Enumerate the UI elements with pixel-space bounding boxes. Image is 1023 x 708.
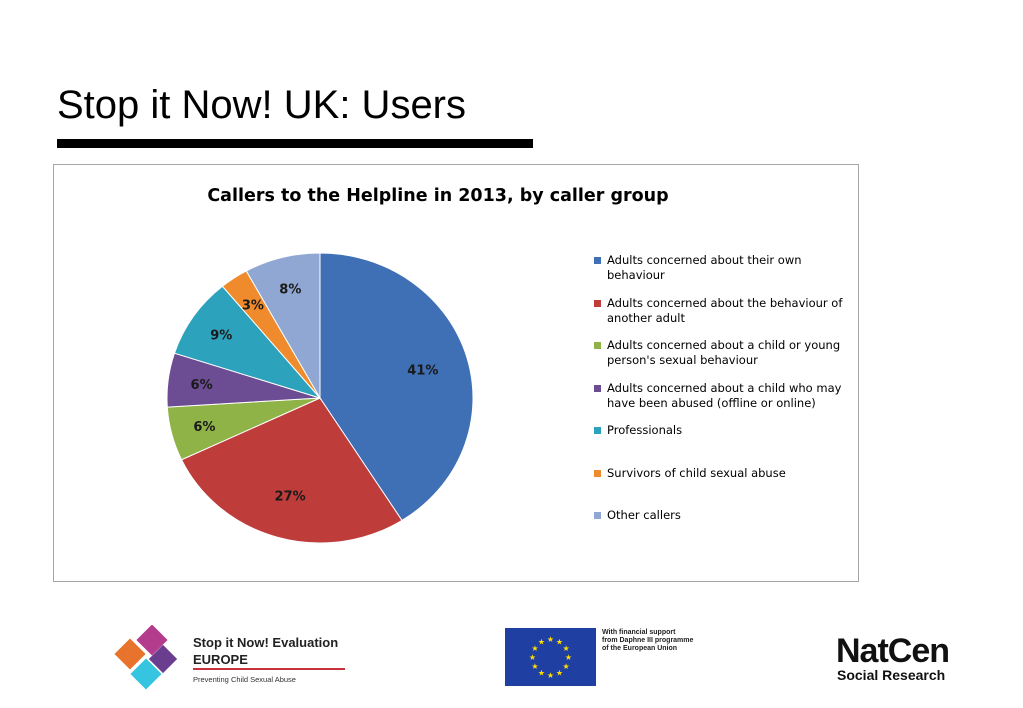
legend-label-line: Adults concerned about their own [607, 253, 802, 267]
legend-label: Adults concerned about the behaviour of a… [607, 296, 852, 326]
evaluation-logo-title: Stop it Now! Evaluation [193, 635, 339, 650]
pie-data-label: 41% [407, 364, 438, 379]
eu-star-icon: ★ [563, 662, 570, 671]
slide-title: Stop it Now! UK: Users [57, 83, 467, 127]
pie-slice [180, 397, 403, 544]
eu-star-icon: ★ [529, 653, 536, 662]
eu-funding-text: With financial support from Daphne III p… [602, 629, 712, 653]
pie-chart-svg: Callers to the Helpline in 2013, by call… [166, 186, 669, 544]
title-underline [57, 139, 533, 148]
legend-label-line: behaviour [607, 268, 665, 282]
stop-it-now-evaluation-logo: Stop it Now! Evaluation EUROPE Preventin… [113, 625, 373, 690]
eu-star-icon: ★ [531, 662, 538, 671]
legend-label: Other callers [607, 508, 852, 523]
pie-data-label: 27% [275, 489, 306, 504]
legend-swatch [594, 342, 601, 349]
eu-funding-logo: ★ ★ ★ ★ ★ ★ ★ ★ ★ ★ ★ ★ With financial support from… [505, 628, 705, 686]
pie-data-label: 8% [279, 282, 301, 297]
legend-label: Adults concerned about their own behaviou… [607, 253, 852, 283]
eu-funding-line: With financial support [602, 629, 676, 636]
eu-flag-icon: ★ ★ ★ ★ ★ ★ ★ ★ ★ ★ ★ ★ [505, 628, 596, 686]
legend-label-line: Adults concerned about a child who may [607, 381, 842, 395]
eu-stars-icon: ★★★★★★★★★ ★ ★★ [529, 635, 572, 680]
eu-star-icon: ★ [547, 635, 554, 644]
eu-funding-line: of the European Union [602, 645, 678, 652]
eu-star-icon: ★ [565, 653, 572, 662]
legend-label: Survivors of child sexual abuse [607, 466, 852, 481]
evaluation-logo-rule [193, 668, 345, 670]
legend-label-line: Adults concerned about the behaviour of [607, 296, 843, 310]
legend-label: Adults concerned about a child or young p… [607, 338, 852, 368]
pie-slice [319, 252, 474, 522]
legend-label-line: have been abused (offline or online) [607, 396, 816, 410]
puzzle-logo-icon [114, 625, 178, 690]
legend-label-line: Survivors of child sexual abuse [607, 466, 786, 480]
natcen-logo-name: NatCen [836, 632, 950, 670]
chart-title: Callers to the Helpline in 2013, by call… [207, 186, 668, 206]
eu-funding-line: from Daphne III programme [602, 637, 694, 644]
legend-label-line: Other callers [607, 508, 681, 522]
pie-data-label: 6% [191, 378, 213, 393]
legend-swatch [594, 385, 601, 392]
legend-swatch [594, 470, 601, 477]
evaluation-logo-tagline: Preventing Child Sexual Abuse [193, 675, 296, 684]
puzzle-piece [148, 644, 178, 674]
pie-data-label: 9% [210, 328, 232, 343]
legend-swatch [594, 257, 601, 264]
legend-swatch [594, 427, 601, 434]
pie-data-labels: 41% 27% 6% 6% 9% 3% 8% [191, 282, 439, 504]
legend-swatch [594, 300, 601, 307]
evaluation-logo-subtitle: EUROPE [193, 652, 248, 667]
pie-slices [166, 252, 474, 544]
eu-star-icon: ★ [538, 637, 545, 646]
legend-label-line: Adults concerned about a child or young [607, 338, 841, 352]
legend-label-line: person's sexual behaviour [607, 353, 758, 367]
legend-label-line: another adult [607, 311, 685, 325]
natcen-logo: NatCen Social Research [836, 634, 966, 684]
legend-swatch [594, 512, 601, 519]
eu-star-icon: ★ [563, 644, 570, 653]
eu-star-icon: ★ [556, 669, 563, 678]
pie-slice [173, 285, 322, 399]
legend-label-line: Professionals [607, 423, 683, 437]
eu-star-icon: ★ [547, 671, 554, 680]
natcen-logo-subtitle: Social Research [837, 667, 946, 683]
pie-data-label: 3% [242, 298, 264, 313]
pie-slice [245, 252, 321, 400]
eu-star-icon: ★ [538, 669, 545, 678]
legend-label: Professionals [607, 423, 852, 438]
pie-chart-panel: Callers to the Helpline in 2013, by call… [53, 164, 859, 582]
eu-star-icon: ★ [531, 644, 538, 653]
legend-label: Adults concerned about a child who may ha… [607, 381, 852, 411]
eu-star-icon: ★ [556, 637, 563, 646]
pie-data-label: 6% [193, 420, 215, 435]
